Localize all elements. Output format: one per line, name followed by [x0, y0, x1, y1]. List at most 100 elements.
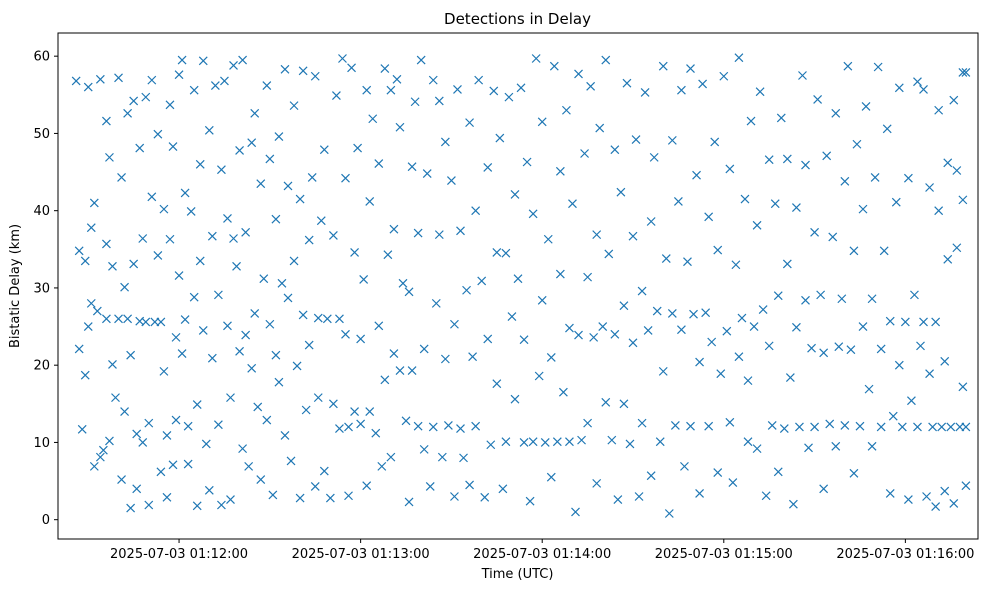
data-point	[440, 137, 450, 147]
data-point	[180, 188, 190, 198]
data-point	[280, 64, 290, 74]
data-point	[568, 199, 577, 209]
data-point	[425, 482, 435, 491]
data-point	[210, 81, 220, 90]
data-point	[519, 335, 529, 345]
data-point	[144, 500, 154, 510]
data-point	[798, 71, 807, 80]
data-point	[795, 422, 804, 432]
data-point	[949, 95, 959, 105]
data-point	[652, 306, 662, 316]
data-point	[885, 316, 895, 326]
data-point	[362, 481, 372, 491]
data-point	[816, 290, 826, 300]
data-point	[247, 363, 257, 373]
data-point	[404, 497, 414, 507]
data-point	[776, 113, 786, 123]
data-point	[646, 471, 656, 481]
data-point	[728, 478, 738, 488]
data-point	[852, 139, 862, 149]
data-point	[86, 223, 96, 233]
y-tick-label: 40	[33, 204, 50, 219]
data-point	[419, 444, 429, 454]
data-point	[949, 499, 959, 508]
data-point	[310, 71, 320, 81]
data-point	[625, 439, 635, 449]
data-point	[350, 247, 360, 257]
data-point	[213, 290, 223, 300]
data-point	[543, 234, 553, 244]
data-point	[377, 461, 387, 471]
y-tick-label: 60	[33, 50, 50, 65]
data-point	[761, 491, 771, 501]
data-point	[453, 84, 462, 94]
data-point	[226, 495, 235, 505]
data-point	[913, 422, 922, 432]
data-point	[695, 488, 705, 498]
data-point	[861, 101, 871, 111]
data-point	[434, 230, 444, 240]
data-point	[958, 195, 968, 205]
data-point	[304, 235, 314, 245]
data-point	[292, 361, 302, 371]
data-point	[558, 387, 568, 397]
data-point	[141, 317, 151, 327]
data-point	[350, 407, 360, 416]
data-point	[147, 75, 157, 85]
data-point	[613, 495, 623, 505]
data-point	[341, 329, 350, 339]
data-point	[132, 429, 142, 439]
data-point	[380, 64, 390, 73]
data-point	[755, 87, 765, 97]
data-point	[601, 397, 611, 407]
data-point	[156, 467, 166, 477]
data-point	[71, 76, 81, 86]
data-point	[531, 54, 541, 63]
data-point	[471, 421, 481, 431]
data-point	[785, 373, 795, 382]
data-point	[89, 198, 99, 208]
data-point	[108, 261, 117, 271]
data-point	[431, 298, 441, 308]
data-point	[710, 137, 720, 147]
data-point	[667, 135, 677, 145]
data-point	[565, 323, 574, 333]
data-point	[98, 445, 108, 455]
data-point	[440, 354, 450, 364]
data-point	[471, 206, 481, 216]
data-point	[428, 75, 438, 85]
data-point	[934, 206, 944, 216]
data-point	[335, 314, 344, 324]
data-point	[891, 197, 901, 207]
data-point	[301, 405, 311, 415]
data-point	[731, 260, 741, 270]
data-point	[195, 159, 205, 169]
data-point	[207, 353, 217, 363]
data-point	[223, 213, 232, 223]
data-point	[83, 322, 93, 331]
data-point	[646, 217, 656, 226]
data-point	[537, 295, 547, 305]
data-point	[492, 247, 502, 257]
data-point	[640, 88, 650, 97]
data-point	[791, 322, 801, 332]
data-point	[822, 151, 832, 161]
data-point	[389, 224, 399, 234]
data-point	[153, 129, 163, 139]
data-point	[713, 245, 723, 255]
data-point	[450, 492, 459, 501]
data-point	[649, 152, 659, 162]
data-point	[462, 285, 471, 295]
data-point	[468, 352, 478, 362]
data-point	[519, 438, 529, 447]
data-point	[477, 276, 487, 286]
data-point	[186, 207, 196, 216]
data-point	[903, 495, 913, 505]
data-point	[298, 66, 308, 76]
data-point	[673, 196, 683, 206]
data-point	[117, 475, 126, 484]
data-point	[189, 85, 199, 95]
data-point	[359, 275, 369, 284]
data-point	[307, 173, 317, 182]
data-point	[773, 467, 783, 477]
